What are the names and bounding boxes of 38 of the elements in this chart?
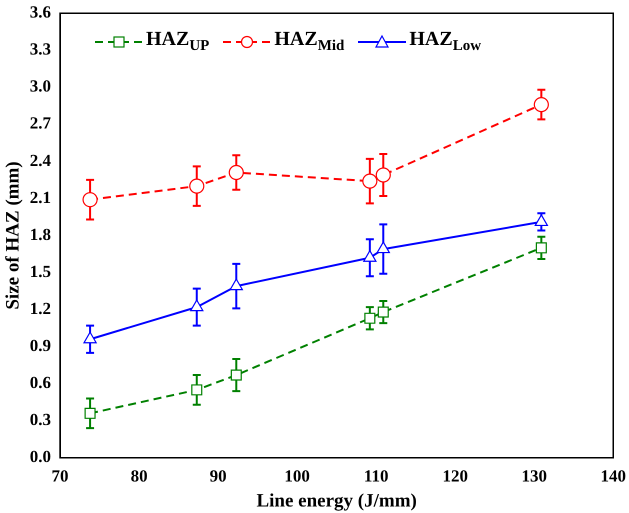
x-tick-label: 140 [600,466,626,486]
x-tick-label: 100 [284,466,310,486]
y-tick-label: 3.0 [30,76,52,96]
y-tick-label: 3.6 [30,2,52,22]
point [84,408,96,419]
point [230,370,242,381]
point [534,96,549,112]
y-tick-label: 2.4 [30,150,52,170]
x-axis-title: Line energy (J/mm) [256,490,417,512]
point [362,174,378,189]
legend-label: HAZ$_{Low}$ [409,28,482,55]
point [82,192,98,208]
legend-label: HAZ$_{Mid}$ [274,28,344,55]
y-tick-label: 3.3 [30,40,52,59]
y-tick-label: 0.9 [30,336,52,356]
y-tick-label: 0.6 [30,373,52,392]
x-tick-label: 130 [521,466,547,486]
point [189,178,204,194]
point [376,167,391,183]
x-tick-label: 120 [442,466,468,486]
y-tick-label: 1.5 [30,262,52,281]
y-tick-label: 2.7 [30,114,52,133]
x-tick-label: 110 [364,466,388,486]
x-tick-label: 90 [210,466,227,486]
y-tick-label: 2.1 [30,188,52,207]
point [191,384,202,396]
y-tick-label: 0.0 [30,447,52,466]
y-axis-title: Size of HAZ (mm) [2,161,24,310]
x-tick-label: 80 [130,466,148,486]
point [228,164,244,180]
point [536,242,547,254]
y-tick-label: 0.3 [30,410,52,430]
y-tick-label: 1.8 [30,224,52,244]
y-tick-label: 1.2 [30,298,52,318]
point [364,312,376,324]
x-tick-label: 70 [52,466,69,486]
legend-label: HAZ$_{UP}$ [146,28,210,55]
point [378,306,389,318]
